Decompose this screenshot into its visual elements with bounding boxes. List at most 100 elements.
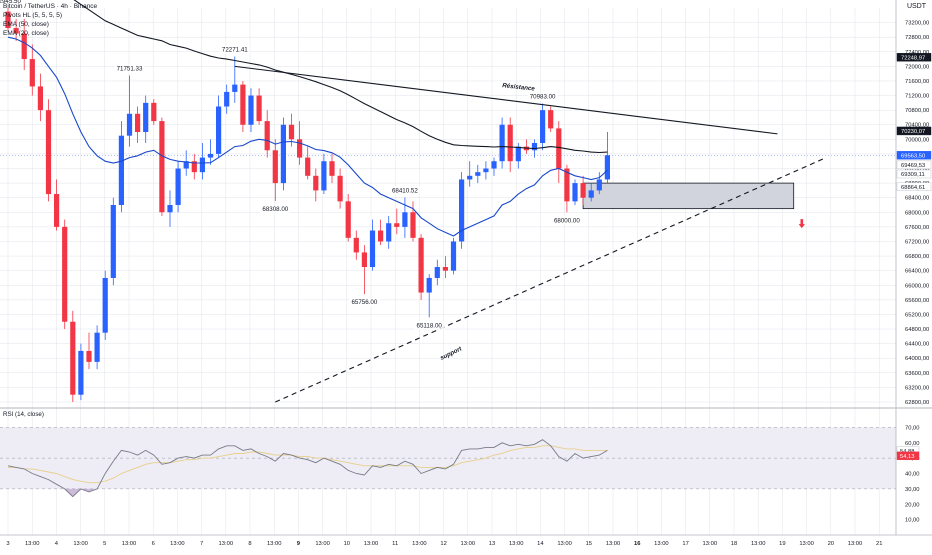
candle-body bbox=[369, 230, 376, 268]
ema20-line bbox=[7, 36, 608, 237]
candle-body bbox=[110, 205, 116, 278]
currency-label: USDT bbox=[906, 3, 926, 10]
time-tick-label: 13:00 bbox=[799, 541, 814, 547]
price-tick-label: 63200,00 bbox=[905, 385, 929, 391]
candle-body bbox=[280, 124, 286, 184]
candle-body bbox=[596, 179, 602, 191]
candle-body bbox=[159, 121, 165, 213]
price-tag-bg bbox=[896, 53, 932, 62]
time-tick-label: 13:00 bbox=[170, 541, 185, 547]
price-tick-label: 70800,00 bbox=[905, 108, 929, 114]
time-tick-label: 13:00 bbox=[364, 541, 379, 547]
candle-body bbox=[207, 153, 214, 158]
ema50-line bbox=[73, 0, 608, 154]
time-tick-label: 18 bbox=[731, 541, 737, 547]
pivot-label: 68308.00 bbox=[262, 206, 288, 213]
candle-body bbox=[564, 168, 570, 202]
price-tick-label: 68000,00 bbox=[905, 210, 929, 216]
price-tag: 70230,07 bbox=[901, 129, 925, 135]
candle-body bbox=[337, 175, 343, 202]
rsi-tick-label: 20,00 bbox=[905, 502, 920, 508]
candle-body bbox=[191, 161, 197, 173]
candle-body bbox=[126, 113, 133, 136]
price-tag: 72248,97 bbox=[901, 55, 925, 61]
bearish-arrow-icon bbox=[798, 219, 805, 229]
price-tick-label: 67600,00 bbox=[905, 225, 929, 231]
candle-body bbox=[499, 124, 505, 162]
time-tick-label: 13:00 bbox=[219, 541, 234, 547]
candle-body bbox=[29, 59, 35, 87]
price-tick-label: 64800,00 bbox=[905, 327, 929, 333]
candle-body bbox=[604, 155, 610, 180]
time-tick-label: 13:00 bbox=[654, 541, 669, 547]
price-tick-label: 72400,00 bbox=[905, 50, 929, 56]
candle-body bbox=[256, 95, 262, 122]
candle-body bbox=[426, 277, 432, 293]
candle-body bbox=[378, 230, 384, 242]
price-tick-label: 63600,00 bbox=[905, 371, 929, 377]
candle-body bbox=[62, 226, 68, 322]
candle-body bbox=[5, 11, 11, 29]
pivot-label-bg bbox=[389, 186, 420, 195]
candle-body bbox=[491, 161, 497, 169]
price-tick-label: 66400,00 bbox=[905, 269, 929, 275]
candle-body bbox=[78, 350, 84, 395]
time-tick-label: 12 bbox=[440, 541, 446, 547]
time-tick-label: 7 bbox=[200, 541, 203, 547]
candle-body bbox=[588, 190, 594, 198]
pivot-label: 65118.00 bbox=[417, 322, 443, 329]
candle-body bbox=[475, 172, 481, 176]
candle-body bbox=[199, 157, 205, 173]
support-label: support bbox=[439, 345, 464, 362]
pivot-label-bg bbox=[527, 92, 558, 101]
time-tick-label: 10 bbox=[344, 541, 350, 547]
pivot-label: 70983.00 bbox=[530, 93, 556, 100]
time-tick-label: 14 bbox=[537, 541, 544, 547]
rsi-tick-label: 10,00 bbox=[905, 518, 920, 524]
candle-body bbox=[45, 110, 52, 195]
time-tick-label: 13:00 bbox=[509, 541, 524, 547]
candle-body bbox=[580, 183, 586, 198]
candle-body bbox=[288, 124, 295, 140]
price-tick-label: 72800,00 bbox=[905, 35, 929, 41]
candle-body bbox=[21, 33, 27, 60]
price-tick-label: 65600,00 bbox=[905, 298, 929, 304]
price-tick-label: 73200,00 bbox=[905, 21, 929, 27]
candle-body bbox=[183, 161, 189, 169]
time-tick-label: 13:00 bbox=[703, 541, 718, 547]
rsi-tick-label: 70,00 bbox=[905, 425, 920, 431]
price-tick-label: 70000,00 bbox=[905, 137, 929, 143]
time-tick-label: 3 bbox=[6, 541, 9, 547]
time-tick-label: 13:00 bbox=[606, 541, 621, 547]
price-tick-label: 68400,00 bbox=[905, 196, 929, 202]
candle-body bbox=[540, 110, 546, 143]
candle-body bbox=[515, 146, 521, 162]
time-tick-label: 13:00 bbox=[461, 541, 476, 547]
time-tick-label: 13:00 bbox=[267, 541, 282, 547]
pivot-label-bg bbox=[114, 64, 145, 73]
candle-body bbox=[272, 150, 278, 184]
rsi-title: RSI (14, close) bbox=[3, 411, 44, 418]
candle-body bbox=[175, 168, 181, 205]
pivot-label-bg bbox=[551, 216, 582, 225]
candle-body bbox=[37, 86, 43, 111]
candle-body bbox=[216, 106, 222, 154]
price-tick-label: 67200,00 bbox=[905, 239, 929, 245]
pivot-label: 72271.41 bbox=[222, 46, 248, 53]
pivot-label: 68410.52 bbox=[392, 187, 418, 194]
support-zone-box bbox=[582, 182, 795, 210]
time-tick-label: 13:00 bbox=[122, 541, 137, 547]
candle-body bbox=[297, 139, 303, 158]
candle-body bbox=[556, 128, 562, 169]
candle-body bbox=[94, 332, 100, 362]
time-tick-label: 21 bbox=[876, 541, 882, 547]
time-tick-label: 20 bbox=[828, 541, 834, 547]
candle-body bbox=[329, 161, 335, 176]
price-tag: 69309,11 bbox=[901, 172, 925, 178]
time-tick-label: 13:00 bbox=[25, 541, 40, 547]
time-tick-label: 6 bbox=[152, 541, 155, 547]
price-tag-bg bbox=[896, 126, 932, 136]
rsi-value-tag-bg bbox=[896, 451, 920, 461]
